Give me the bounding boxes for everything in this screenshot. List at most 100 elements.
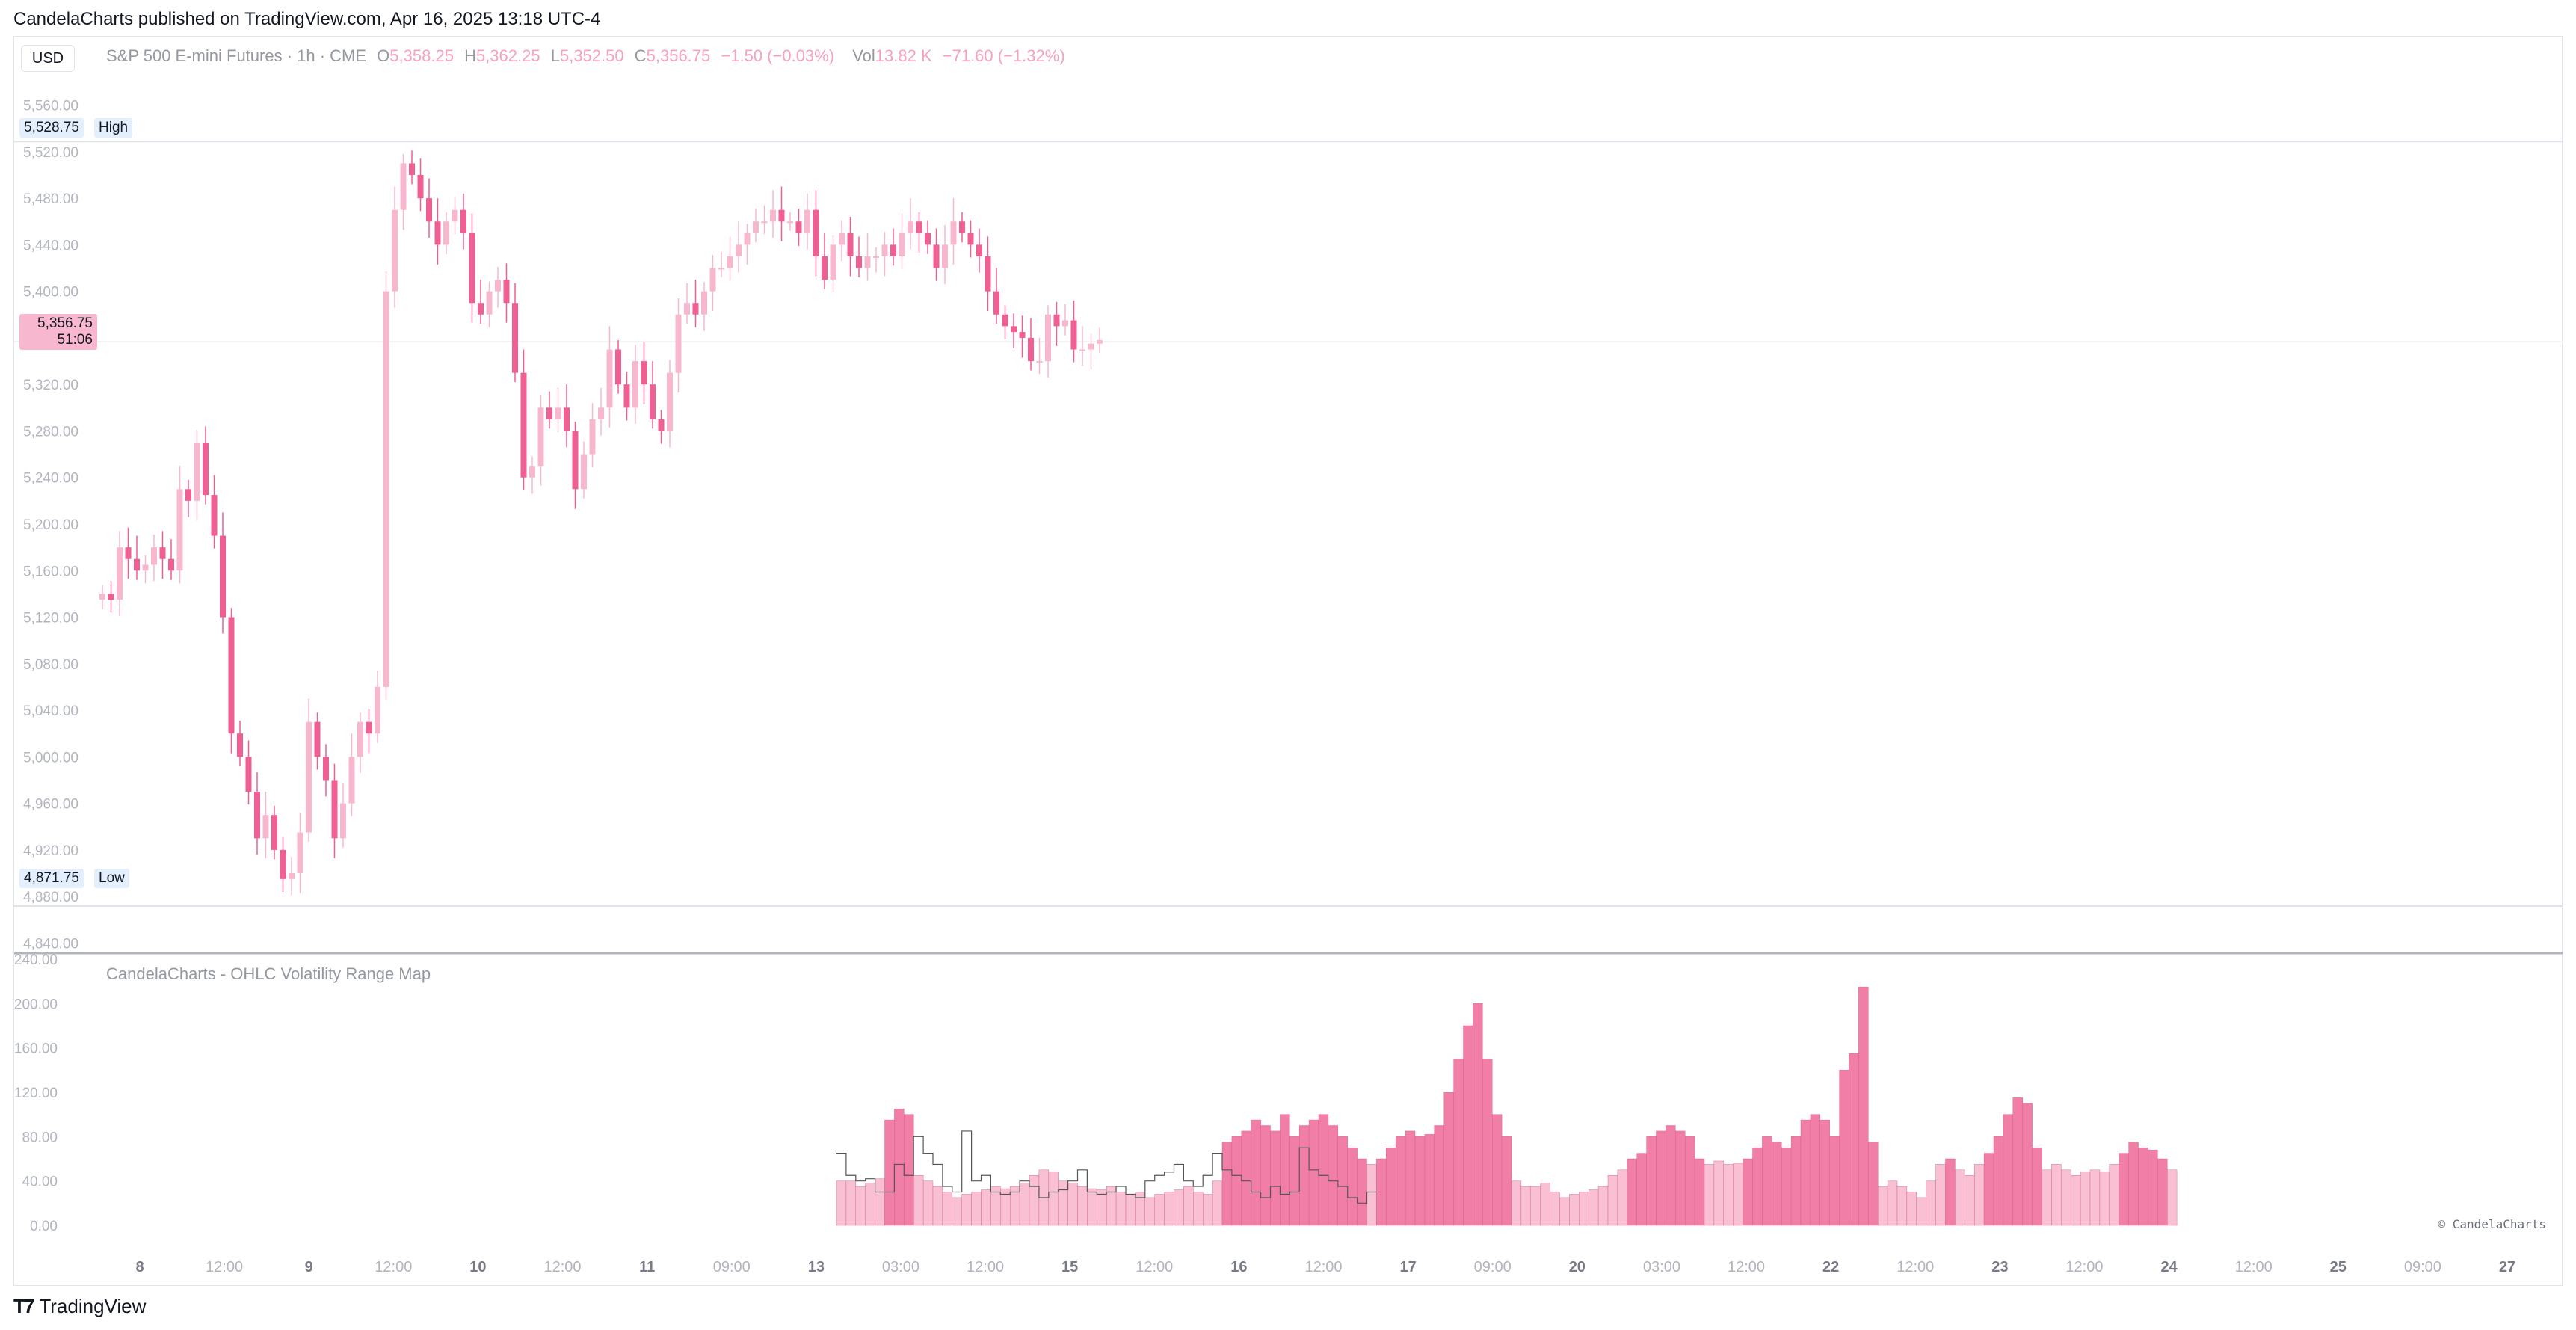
volatility-bar [1298,1125,1310,1226]
candle-body [736,244,742,256]
candle-body [357,721,363,757]
candle-body [108,594,114,600]
tradingview-brand[interactable]: T7 TradingView [13,1295,146,1318]
volatility-bar [2166,1169,2178,1226]
volatility-bar [1569,1194,1580,1226]
high-value: 5,362.25 [475,46,540,65]
candle-body [942,244,948,268]
volatility-bar [1414,1136,1426,1226]
chart-frame[interactable]: 5,560.00 5,520.00 5,480.00 5,440.00 5,400.00… [13,36,2563,1286]
candle-body [830,244,836,280]
volatility-bar [1511,1180,1522,1226]
price-tick-label: 5,040.00 [23,704,78,719]
time-tick-label: 12:00 [1304,1259,1342,1275]
candle-body [606,349,613,408]
volatility-bar [855,1186,866,1226]
close-label: C [634,46,647,65]
volatility-bar [1829,1136,1840,1226]
volume-label: Vol [852,46,875,65]
volatility-bar [1772,1142,1782,1226]
volatility-bar [1115,1192,1127,1226]
volatility-bar [1386,1147,1396,1226]
volatility-bar [1463,1025,1473,1226]
volatility-bar [1713,1160,1724,1226]
candle-body [340,803,346,839]
candle-body [151,547,157,565]
volatility-bar [1231,1136,1242,1226]
volatility-bar [1955,1169,1965,1226]
volatility-bar [1144,1197,1155,1226]
time-tick-label: 20 [1569,1259,1586,1275]
volatility-bar [1752,1147,1763,1226]
candle-body [134,558,140,571]
volatility-bar [1607,1175,1618,1226]
volatility-bar [1906,1192,1917,1226]
indicator-title[interactable]: CandelaCharts - OHLC Volatility Range Ma… [106,964,431,983]
candle-body [589,419,596,455]
time-tick-label: 10 [469,1259,486,1275]
candle-body [478,303,484,315]
candle-body [899,233,905,256]
candle-body [632,361,638,408]
volatility-bar [1819,1119,1830,1226]
volatility-bar [1877,1186,1888,1226]
candle-body [1011,326,1017,333]
candle-body [976,244,982,256]
indicator-watermark: © CandelaCharts [2438,1217,2547,1231]
open-value: 5,358.25 [389,46,454,65]
last-price-value: 5,356.75 [37,315,93,331]
symbol-name[interactable]: S&P 500 E-mini Futures · 1h · CME [106,46,367,65]
volatility-bar [1684,1136,1695,1226]
volatility-bar [1087,1188,1097,1226]
volatility-bar [1849,1053,1859,1226]
candle-body [495,280,501,292]
candle-body [856,256,862,268]
candle-body [822,256,828,280]
time-tick-label: 12:00 [2235,1259,2273,1275]
price-tick-label: 5,400.00 [23,285,78,301]
volatility-bar [1366,1164,1377,1226]
volatility-bar [1916,1197,1926,1226]
candle-body [555,407,561,419]
volatility-bar [894,1109,905,1226]
candle-body [770,209,776,222]
time-tick-label: 16 [1230,1259,1247,1275]
volatility-bar [1241,1130,1251,1226]
volatility-bar [1887,1180,1898,1226]
candle-body [546,407,552,419]
volatility-bar [2042,1169,2052,1226]
candle-body [804,209,810,233]
volatility-bar [1839,1070,1849,1226]
tradingview-logo-icon: T7 [13,1295,34,1317]
volatility-bar [952,1197,962,1226]
volatility-bar [1434,1125,1444,1226]
candle-body [185,489,191,501]
candle-body [985,256,991,292]
candle-body [933,244,940,268]
candle-body [753,221,759,233]
volatility-bar [1212,1180,1223,1226]
time-tick-label: 22 [1822,1259,1839,1275]
candle-body [1002,314,1008,327]
candle-body [331,780,338,839]
candle-body [684,303,690,315]
volatility-bar [1164,1192,1174,1226]
last-price-tag: 5,356.75 51:06 [19,314,97,350]
volatility-bar [2012,1097,2023,1226]
candle-body [709,268,716,292]
candle-body [623,384,630,408]
volatility-bar [1097,1189,1107,1226]
time-tick-label: 12:00 [2065,1259,2103,1275]
volatility-bar [1202,1194,1213,1226]
volatility-bar [1029,1175,1040,1226]
candle-body [409,163,415,175]
price-tick-label: 4,920.00 [23,843,78,859]
candle-body [99,594,105,600]
price-tick-label: 5,120.00 [23,611,78,626]
currency-button[interactable]: USD [21,45,75,72]
candle-body [658,419,665,431]
time-tick-label: 03:00 [882,1259,919,1275]
volatility-bar [961,1194,972,1226]
volatility-bar [1800,1119,1811,1226]
chart-canvas[interactable]: 5,560.00 5,520.00 5,480.00 5,440.00 5,400.00… [14,37,2563,1287]
